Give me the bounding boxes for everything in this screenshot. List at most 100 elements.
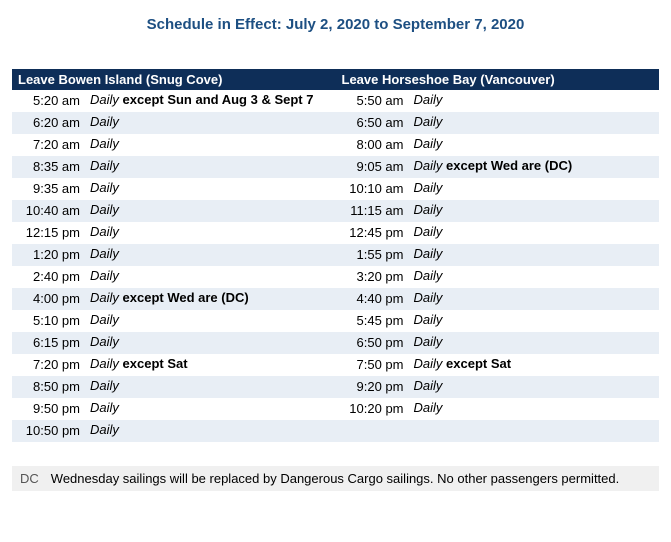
schedule-row: 1:20 pmDaily [12,244,336,266]
frequency-label: Daily [414,378,660,395]
departure-time: 1:55 pm [336,246,414,262]
frequency-label: Daily [414,114,660,131]
schedule-row: 7:20 amDaily [12,134,336,156]
departure-time: 9:20 pm [336,378,414,394]
schedule-row: 7:50 pmDaily except Sat [336,354,660,376]
departure-time: 6:15 pm [12,334,90,350]
frequency-label: Daily [414,290,660,307]
schedule-row: 2:40 pmDaily [12,266,336,288]
footnote-text: Wednesday sailings will be replaced by D… [51,471,619,486]
frequency-label: Daily [414,400,660,417]
frequency-label: Daily [414,312,660,329]
schedule-row: 6:50 amDaily [336,112,660,134]
schedule-row: 6:15 pmDaily [12,332,336,354]
departure-time: 12:15 pm [12,224,90,240]
frequency-label: Daily [90,202,336,219]
schedule-row: 9:50 pmDaily [12,398,336,420]
schedule-row: 4:00 pmDaily except Wed are (DC) [12,288,336,310]
left-column: Leave Bowen Island (Snug Cove) 5:20 amDa… [12,69,336,442]
departure-time: 10:50 pm [12,422,90,438]
schedule-row: 1:55 pmDaily [336,244,660,266]
departure-time: 2:40 pm [12,268,90,284]
schedule-row: 6:50 pmDaily [336,332,660,354]
frequency-label: Daily [414,224,660,241]
departure-time: 12:45 pm [336,224,414,240]
schedule-row: 11:15 amDaily [336,200,660,222]
schedule-row: 12:15 pmDaily [12,222,336,244]
departure-time: 8:00 am [336,136,414,152]
frequency-label: Daily [414,246,660,263]
frequency-label: Daily except Sat [90,356,336,373]
departure-time: 7:20 am [12,136,90,152]
departure-time: 5:10 pm [12,312,90,328]
frequency-label: Daily [90,180,336,197]
schedule-row: 5:20 amDaily except Sun and Aug 3 & Sept… [12,90,336,112]
frequency-label: Daily except Sun and Aug 3 & Sept 7 [90,92,336,109]
departure-time: 8:35 am [12,158,90,174]
left-column-header: Leave Bowen Island (Snug Cove) [12,69,336,90]
departure-time: 6:20 am [12,114,90,130]
frequency-label: Daily [414,92,660,109]
right-rows: 5:50 amDaily6:50 amDaily8:00 amDaily9:05… [336,90,660,442]
schedule-row: 7:20 pmDaily except Sat [12,354,336,376]
schedule-row: 4:40 pmDaily [336,288,660,310]
frequency-label: Daily [90,400,336,417]
schedule-row: 10:40 amDaily [12,200,336,222]
frequency-label: Daily [90,246,336,263]
departure-time: 1:20 pm [12,246,90,262]
departure-time: 11:15 am [336,202,414,218]
footnote: DC Wednesday sailings will be replaced b… [12,466,659,491]
frequency-label: Daily except Sat [414,356,660,373]
departure-time: 10:20 pm [336,400,414,416]
frequency-label: Daily [90,158,336,175]
frequency-label: Daily [90,334,336,351]
departure-time: 7:20 pm [12,356,90,372]
departure-time: 5:20 am [12,92,90,108]
frequency-label: Daily [90,312,336,329]
schedule-row: 8:50 pmDaily [12,376,336,398]
frequency-label: Daily [90,114,336,131]
departure-time: 4:00 pm [12,290,90,306]
schedule-row: 9:20 pmDaily [336,376,660,398]
schedule-row: 5:10 pmDaily [12,310,336,332]
frequency-label: Daily [414,268,660,285]
schedule-row: 12:45 pmDaily [336,222,660,244]
frequency-label: Daily [90,268,336,285]
frequency-label: Daily [90,378,336,395]
schedule-row: 6:20 amDaily [12,112,336,134]
frequency-label: Daily [90,136,336,153]
departure-time: 6:50 pm [336,334,414,350]
schedule-title: Schedule in Effect: July 2, 2020 to Sept… [12,16,659,33]
schedule-row: 5:50 amDaily [336,90,660,112]
frequency-label: Daily except Wed are (DC) [90,290,336,307]
schedule-row [336,420,660,442]
departure-time: 10:40 am [12,202,90,218]
departure-time: 9:35 am [12,180,90,196]
departure-time: 8:50 pm [12,378,90,394]
left-rows: 5:20 amDaily except Sun and Aug 3 & Sept… [12,90,336,442]
frequency-label: Daily [414,202,660,219]
schedule-row: 10:20 pmDaily [336,398,660,420]
frequency-label: Daily except Wed are (DC) [414,158,660,175]
frequency-label: Daily [414,136,660,153]
frequency-label: Daily [90,224,336,241]
schedule-row: 10:10 amDaily [336,178,660,200]
schedule-row: 5:45 pmDaily [336,310,660,332]
departure-time: 9:05 am [336,158,414,174]
schedule-row: 9:05 amDaily except Wed are (DC) [336,156,660,178]
frequency-label: Daily [414,334,660,351]
departure-time: 7:50 pm [336,356,414,372]
departure-time: 9:50 pm [12,400,90,416]
right-column-header: Leave Horseshoe Bay (Vancouver) [336,69,660,90]
schedule-columns: Leave Bowen Island (Snug Cove) 5:20 amDa… [12,69,659,442]
footnote-code: DC [20,471,39,486]
frequency-label: Daily [90,422,336,439]
departure-time: 5:45 pm [336,312,414,328]
schedule-row: 10:50 pmDaily [12,420,336,442]
departure-time: 10:10 am [336,180,414,196]
schedule-row: 3:20 pmDaily [336,266,660,288]
departure-time: 6:50 am [336,114,414,130]
frequency-label: Daily [414,180,660,197]
schedule-row: 8:35 amDaily [12,156,336,178]
right-column: Leave Horseshoe Bay (Vancouver) 5:50 amD… [336,69,660,442]
